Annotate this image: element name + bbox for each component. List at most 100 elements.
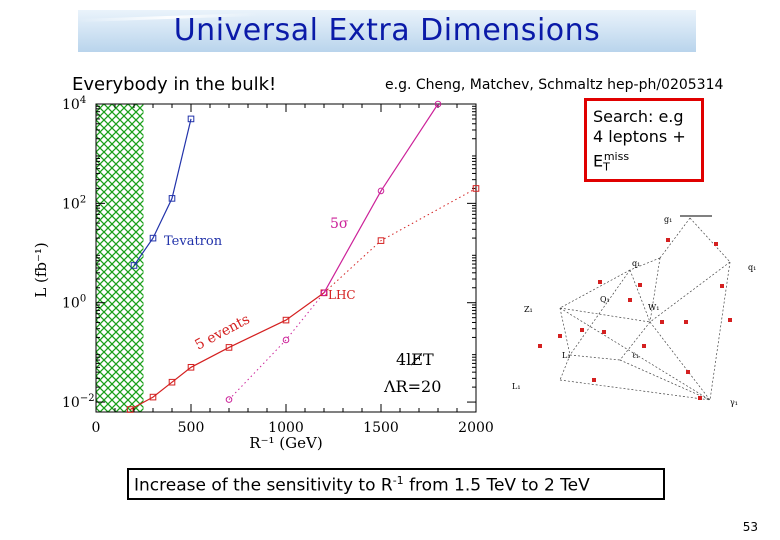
- diagram-label: q₁: [632, 259, 640, 268]
- diagram-edge: [559, 307, 571, 356]
- annotation-tevatron: Tevatron: [164, 234, 223, 249]
- data-point: [187, 363, 195, 371]
- diagram-edge: [649, 261, 731, 323]
- annotation-lhc: LHC: [328, 288, 356, 302]
- data-point: [168, 195, 176, 202]
- reference-citation: e.g. Cheng, Matchev, Schmaltz hep-ph/020…: [385, 77, 724, 93]
- data-point: [225, 344, 233, 351]
- y-tick-label: 102: [62, 194, 86, 212]
- diagram-label: W₁: [648, 303, 659, 312]
- diagram-marker: [638, 283, 642, 287]
- x-tick-label: 1000: [268, 420, 304, 436]
- page-number: 53: [742, 520, 758, 534]
- data-point: [282, 316, 290, 324]
- annotation-5sigma: 5σ: [330, 216, 349, 232]
- data-point: [130, 262, 138, 269]
- data-point: [168, 378, 176, 386]
- search-line1: Search: e.g: [593, 107, 684, 126]
- subtitle-bulk: Everybody in the bulk!: [72, 74, 277, 95]
- series-line-lhc_5sigma_5events: [323, 188, 477, 294]
- annotation-5events: 5 events: [192, 311, 252, 353]
- diagram-marker: [714, 242, 718, 246]
- annotation-lambda-r: ΛR=20: [383, 377, 441, 396]
- x-tick-label: 0: [92, 420, 101, 436]
- diagram-label: γ₁: [730, 398, 738, 407]
- x-tick-label: 500: [178, 420, 205, 436]
- data-point: [472, 185, 480, 192]
- diagram-label: q₁: [748, 263, 756, 272]
- diagram-edge: [629, 257, 661, 271]
- diagram-edge: [569, 269, 631, 356]
- y-tick-label: 100: [62, 294, 86, 312]
- diagram-label: L₁: [562, 351, 571, 360]
- y-tick-label: 104: [62, 95, 86, 113]
- diagram-edge: [569, 354, 621, 361]
- data-point: [149, 393, 157, 401]
- x-tick-label: 2000: [458, 420, 494, 436]
- search-box: Search: e.g 4 leptons + ETmiss: [584, 98, 704, 182]
- diagram-marker: [598, 280, 602, 284]
- diagram-edge: [559, 307, 651, 323]
- data-point: [149, 234, 157, 242]
- diagram-edge: [649, 321, 711, 401]
- data-point: [126, 406, 134, 413]
- diagram-marker: [698, 396, 702, 400]
- diagram-marker: [602, 330, 606, 334]
- diagram-edge: [619, 321, 651, 361]
- conclusion-text-start: Increase of the sensitivity to R: [134, 475, 393, 496]
- diagram-marker: [666, 238, 670, 242]
- diagram-marker: [642, 344, 646, 348]
- diagram-label: Q₁: [600, 295, 610, 304]
- slide-title: Universal Extra Dimensions: [173, 13, 601, 48]
- diagram-marker: [720, 284, 724, 288]
- diagram-marker: [592, 378, 596, 382]
- data-point: [377, 237, 385, 244]
- conclusion-sup: -1: [392, 474, 404, 487]
- et-sub: T: [603, 160, 610, 174]
- diagram-label: Z₁: [524, 305, 533, 314]
- diagram-edge: [629, 269, 651, 323]
- diagram-edge: [659, 217, 691, 259]
- diagram-edge: [619, 359, 711, 401]
- annotation-signal: 4lE̸T: [396, 350, 434, 369]
- x-tick-label: 1500: [363, 420, 399, 436]
- series-line-lhc_5sigma_low: [228, 292, 325, 400]
- diagram-marker: [628, 298, 632, 302]
- diagram-marker: [580, 328, 584, 332]
- data-point: [377, 187, 385, 195]
- series-line-lhc_5sigma: [323, 103, 439, 294]
- data-point: [434, 100, 442, 108]
- search-line2: 4 leptons +: [593, 127, 686, 146]
- series-line-lhc_5events: [129, 292, 325, 411]
- diagram-edge: [559, 269, 631, 309]
- diagram-marker: [728, 318, 732, 322]
- data-point: [282, 336, 290, 344]
- y-tick-label: 10−2: [62, 393, 95, 411]
- diagram-marker: [686, 370, 690, 374]
- diagram-edge: [559, 379, 711, 401]
- conclusion-box: Increase of the sensitivity to R-1 from …: [127, 468, 665, 500]
- title-bar: Universal Extra Dimensions: [78, 10, 696, 52]
- data-point: [187, 115, 195, 123]
- diagram-label: ℓ₁: [632, 351, 639, 360]
- diagram-edge: [649, 257, 661, 323]
- diagram-label: L₁: [512, 382, 521, 391]
- data-point: [320, 289, 328, 297]
- series-line-tevatron: [133, 118, 192, 266]
- decay-diagram: g₁ q₁ Q₁ q₁ Z₁ W₁ L₁ ℓ₁ L₁ γ₁: [512, 215, 756, 407]
- diagram-marker: [538, 344, 542, 348]
- x-axis-label: R⁻¹ (GeV): [249, 434, 322, 452]
- diagram-edge: [559, 354, 571, 381]
- diagram-marker: [660, 320, 664, 324]
- diagram-edge: [689, 217, 731, 263]
- diagram-edge: [709, 261, 731, 401]
- y-axis-label: L (fb⁻¹): [32, 242, 50, 298]
- diagram-label: g₁: [664, 215, 672, 224]
- data-point: [225, 396, 233, 403]
- et-symbol: E: [593, 151, 604, 171]
- diagram-edge: [559, 307, 711, 401]
- conclusion-text-end: from 1.5 TeV to 2 TeV: [403, 475, 590, 496]
- et-sup: miss: [603, 150, 630, 163]
- search-line3: ETmiss: [593, 147, 696, 178]
